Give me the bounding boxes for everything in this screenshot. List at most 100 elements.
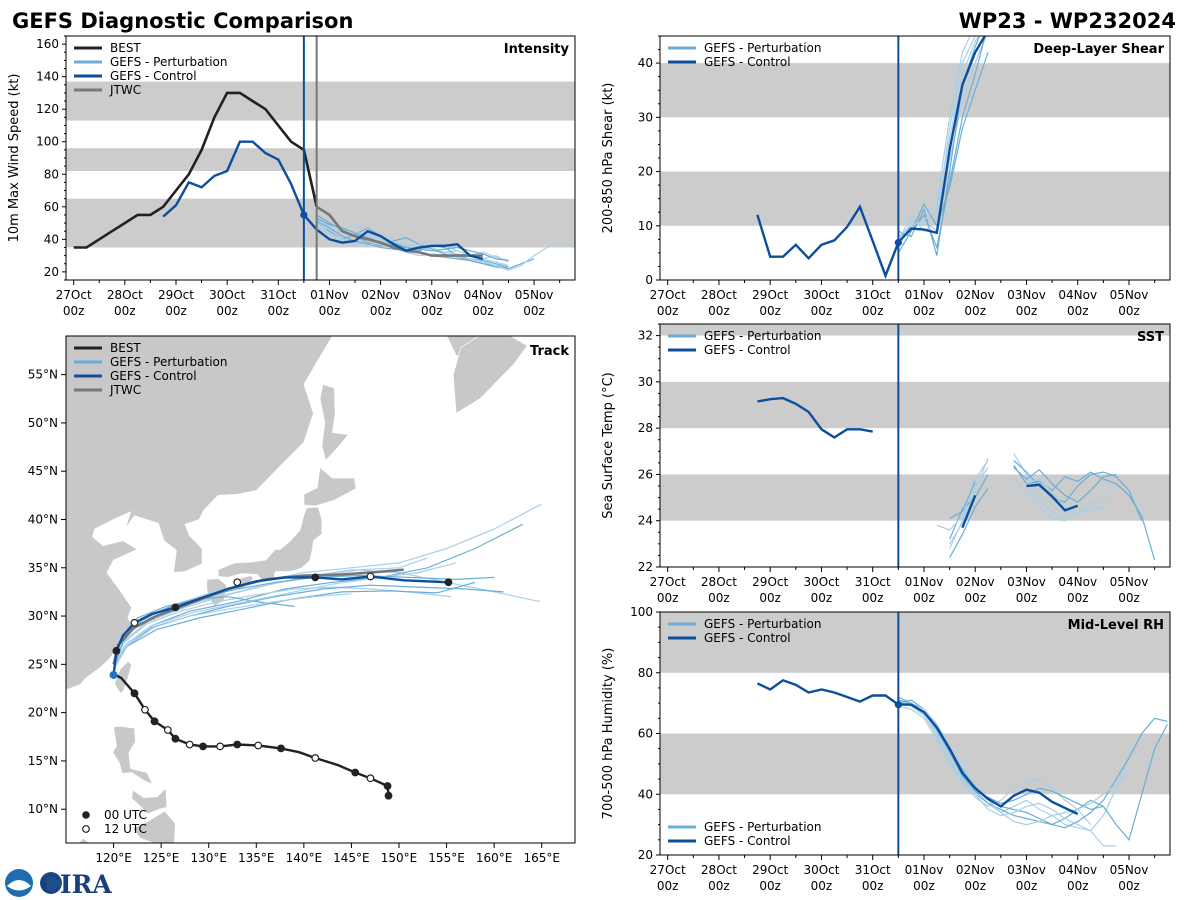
intensity-control-line bbox=[162, 140, 484, 261]
rh-ytick-label-1: 40 bbox=[638, 787, 653, 801]
legend-label-intensity-0: BEST bbox=[110, 41, 141, 55]
best-fix-00utc-9 bbox=[199, 742, 207, 751]
intensity-panel: 20 40 60 80 100 120 140 160 27Oct 00z 28Oct 00z 29Oc… bbox=[7, 35, 576, 318]
shear-xtick-date-7: 03Nov bbox=[1007, 288, 1046, 302]
rh-perturbation-line-6 bbox=[898, 702, 1130, 826]
sst-xtick-date-8: 04Nov bbox=[1058, 575, 1097, 589]
rh-xtick-hour-9: 00z bbox=[1118, 879, 1140, 893]
shear-xtick-hour-5: 00z bbox=[913, 304, 935, 318]
marker-legend-12utc-icon bbox=[82, 825, 90, 833]
intensity-xtick-hour-8: 00z bbox=[472, 304, 494, 318]
rh-panel: 20 40 60 80 100 27Oct 00z 28Oct 00z 29Oct 00z 30Oct… bbox=[601, 605, 1171, 893]
best-fix-12utc-4 bbox=[311, 754, 320, 762]
intensity-xtick-hour-2: 00z bbox=[165, 304, 187, 318]
land-taiwan bbox=[114, 660, 132, 694]
land-hokkaido bbox=[303, 466, 357, 507]
track-control-line bbox=[112, 575, 449, 676]
shear-ytick-label-3: 30 bbox=[638, 110, 653, 124]
shear-perturbation-line-4 bbox=[897, 36, 976, 243]
track-xtick-label-6: 150°E bbox=[381, 851, 418, 865]
sst-xtick-date-3: 30Oct bbox=[803, 575, 839, 589]
sst-xtick-hour-5: 00z bbox=[913, 591, 935, 605]
track-xtick-label-8: 160°E bbox=[476, 851, 513, 865]
rh-xtick-date-9: 05Nov bbox=[1110, 863, 1149, 877]
cira-logo-text: CIRA bbox=[40, 870, 112, 899]
track-panel-title: Track bbox=[530, 344, 569, 359]
legend-label-intensity-3: JTWC bbox=[109, 83, 141, 97]
shear-xtick-date-8: 04Nov bbox=[1058, 288, 1097, 302]
intensity-ytick-label-3: 80 bbox=[44, 167, 59, 181]
legend-label-intensity-2: GEFS - Control bbox=[110, 69, 197, 83]
sst-series bbox=[757, 396, 1156, 561]
sst-xtick-date-5: 01Nov bbox=[905, 575, 944, 589]
rh-xtick-hour-7: 00z bbox=[1016, 879, 1038, 893]
rh-series bbox=[756, 678, 1168, 847]
intensity-xtick-date-8: 04Nov bbox=[464, 288, 503, 302]
sst-y-axis-label: Sea Surface Temp (°C) bbox=[601, 372, 616, 519]
rh-xtick-date-6: 02Nov bbox=[956, 863, 995, 877]
track-perturbation-9 bbox=[113, 574, 495, 670]
shear-series bbox=[756, 36, 989, 280]
shear-xtick-date-1: 28Oct bbox=[701, 288, 737, 302]
shear-xtick-date-5: 01Nov bbox=[905, 288, 944, 302]
rh-ytick-label-4: 100 bbox=[630, 605, 653, 619]
sst-perturbation-line-4 bbox=[949, 457, 989, 545]
sst-xtick-hour-8: 00z bbox=[1067, 591, 1089, 605]
intensity-xtick-hour-3: 00z bbox=[216, 304, 238, 318]
track-xtick-label-1: 125°E bbox=[143, 851, 180, 865]
best-fix-12utc-12 bbox=[163, 726, 172, 734]
best-fix-00utc-13 bbox=[150, 717, 159, 726]
shear-xtick-date-6: 02Nov bbox=[956, 288, 995, 302]
legend-label-intensity-1: GEFS - Perturbation bbox=[110, 55, 227, 69]
control-fix-00utc-2 bbox=[171, 603, 180, 612]
sst-panel-title: SST bbox=[1137, 330, 1164, 345]
sst-perturbation-line-2 bbox=[936, 460, 989, 531]
shear-xtick-date-3: 30Oct bbox=[803, 288, 839, 302]
sst-perturbation-line-5 bbox=[949, 481, 976, 519]
intensity-band-2 bbox=[66, 81, 575, 121]
land-luzon bbox=[112, 725, 154, 785]
sst-perturbation-line-3 bbox=[949, 487, 989, 558]
sst-band-1 bbox=[660, 381, 1170, 429]
intensity-xtick-date-0: 27Oct bbox=[56, 288, 92, 302]
control-fix-12utc-5 bbox=[366, 572, 375, 581]
legend-label-track-0: BEST bbox=[110, 341, 141, 355]
sst-xtick-hour-6: 00z bbox=[964, 591, 986, 605]
sst-xtick-hour-4: 00z bbox=[862, 591, 884, 605]
track-xtick-label-5: 145°E bbox=[333, 851, 370, 865]
legend-label-shear-0: GEFS - Perturbation bbox=[704, 41, 821, 55]
rh-perturbation-line-3 bbox=[898, 696, 1168, 829]
noaa-wave-icon bbox=[7, 880, 31, 891]
sst-xtick-date-0: 27Oct bbox=[650, 575, 686, 589]
control-fix-00utc-6 bbox=[444, 578, 453, 587]
rh-ytick-label-2: 60 bbox=[638, 727, 653, 741]
rh-band-1 bbox=[660, 612, 1170, 673]
track-ytick-label-9: 55°N bbox=[28, 368, 58, 382]
intensity-xtick-date-3: 30Oct bbox=[209, 288, 245, 302]
intensity-xtick-date-7: 03Nov bbox=[412, 288, 451, 302]
track-current-position bbox=[109, 670, 118, 679]
track-ytick-label-5: 35°N bbox=[28, 561, 58, 575]
rh-xtick-date-4: 31Oct bbox=[855, 863, 891, 877]
best-fix-00utc-11 bbox=[171, 734, 180, 743]
sst-xtick-hour-1: 00z bbox=[708, 591, 730, 605]
rh-band-0 bbox=[660, 733, 1170, 795]
shear-control-line bbox=[756, 36, 987, 280]
intensity-xtick-date-5: 01Nov bbox=[310, 288, 349, 302]
sst-panel: 22 24 26 28 30 32 27Oct 00z 28Oct 00z 29Oct 00z 30Oc… bbox=[601, 323, 1171, 605]
land-layer bbox=[66, 336, 528, 843]
intensity-best-line bbox=[73, 91, 318, 249]
track-ytick-label-1: 15°N bbox=[28, 754, 58, 768]
best-fix-00utc-3 bbox=[351, 768, 360, 777]
shear-xtick-date-4: 31Oct bbox=[855, 288, 891, 302]
track-xtick-label-2: 130°E bbox=[190, 851, 227, 865]
intensity-ytick-label-1: 40 bbox=[44, 232, 59, 246]
shear-xtick-hour-0: 00z bbox=[657, 304, 679, 318]
intensity-xtick-hour-4: 00z bbox=[268, 304, 290, 318]
sst-control-line-1 bbox=[961, 494, 977, 529]
best-fix-00utc-1 bbox=[383, 782, 392, 790]
rh-xtick-hour-4: 00z bbox=[862, 879, 884, 893]
rh-control-marker bbox=[894, 701, 902, 709]
rh-perturbation-line-4 bbox=[898, 702, 1117, 847]
track-ytick-label-6: 40°N bbox=[28, 512, 58, 526]
